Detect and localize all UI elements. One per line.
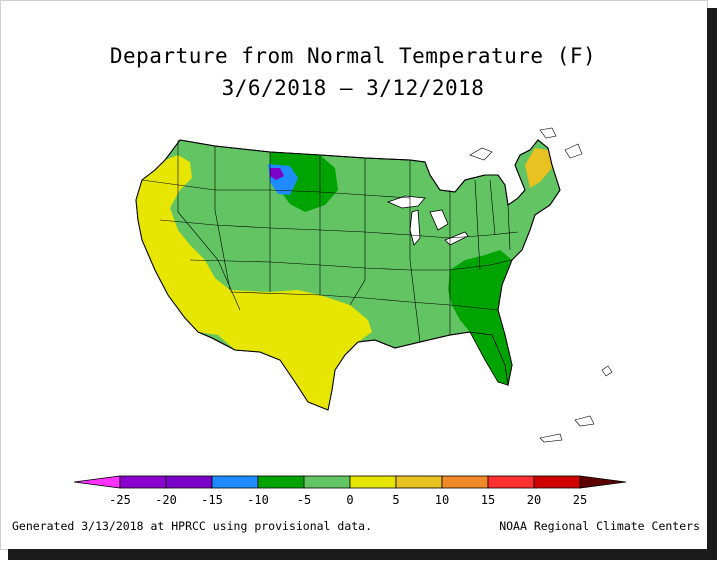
- legend-tick-label: 20: [527, 493, 541, 507]
- us-temperature-map: [135, 127, 613, 443]
- lake-erie: [444, 231, 469, 246]
- legend-swatch: [395, 475, 443, 489]
- frame-shadow-bottom: [8, 549, 717, 560]
- lake-michigan: [409, 209, 421, 246]
- florida: [469, 331, 509, 386]
- legend-swatch: [303, 475, 351, 489]
- legend-tick-label: 15: [481, 493, 495, 507]
- generated-note: Generated 3/13/2018 at HPRCC using provi…: [12, 519, 373, 533]
- legend-high-arrow: [579, 475, 627, 489]
- conus-outline: [135, 139, 561, 411]
- legend-tick-label: -5: [297, 493, 311, 507]
- temperature-legend: -25 -20 -15 -10 -5 0 5 10 15 20 25: [73, 475, 627, 507]
- legend-tick-label: 10: [435, 493, 449, 507]
- state-borders: [141, 140, 519, 343]
- legend-tick-label: 0: [346, 493, 353, 507]
- legend-swatch: [119, 475, 167, 489]
- legend-tick-label: 5: [392, 493, 399, 507]
- map-title: Departure from Normal Temperature (F): [109, 44, 597, 68]
- legend-swatch: [441, 475, 489, 489]
- legend-swatch: [349, 475, 397, 489]
- legend-tick-label: -25: [109, 493, 131, 507]
- west-yellow-region: [136, 155, 240, 335]
- frame-shadow-right: [707, 8, 717, 557]
- legend-tick-label: -15: [201, 493, 223, 507]
- legend-low-arrow: [73, 475, 121, 489]
- canada-island-outlines: [469, 127, 613, 443]
- source-credit: NOAA Regional Climate Centers: [499, 519, 700, 533]
- lake-superior: [386, 195, 426, 209]
- maine-warm-region: [525, 148, 552, 188]
- map-date-range: 3/6/2018 – 3/12/2018: [221, 76, 485, 100]
- legend-swatch: [165, 475, 213, 489]
- legend-swatch: [211, 475, 259, 489]
- legend-swatch: [257, 475, 305, 489]
- legend-swatch: [533, 475, 581, 489]
- legend-tick-label: -20: [155, 493, 177, 507]
- legend-swatch: [487, 475, 535, 489]
- legend-tick-label: 25: [573, 493, 587, 507]
- legend-tick-label: -10: [247, 493, 269, 507]
- montana-cold-purple: [270, 168, 284, 180]
- lake-huron: [429, 209, 449, 231]
- map-regions: [135, 127, 613, 443]
